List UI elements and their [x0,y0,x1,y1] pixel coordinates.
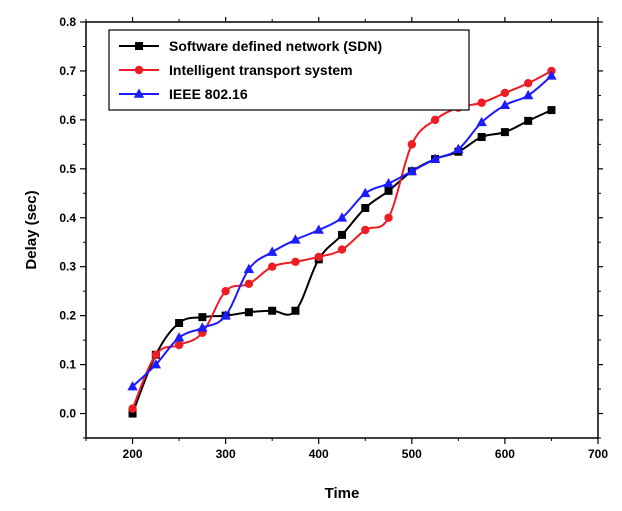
data-point-square [500,128,509,137]
series-circle [128,66,556,413]
data-point-circle [221,286,230,296]
y-tick-label: 0.5 [59,162,76,176]
data-point-square [547,106,556,115]
data-point-triangle [197,322,208,332]
y-tick-label: 0.4 [59,211,76,225]
data-point-circle [523,78,533,88]
data-point-square [384,186,393,195]
x-tick-label: 400 [309,447,329,461]
x-tick-label: 200 [123,447,143,461]
data-point-circle [337,245,347,254]
legend-label: Intelligent transport system [169,62,353,78]
legend-marker-triangle [133,88,145,98]
data-point-square [268,306,277,315]
data-point-square [244,308,253,317]
data-point-circle [128,404,137,413]
series-line-circle [131,70,552,410]
data-point-circle [477,98,486,107]
data-point-triangle [453,143,464,154]
legend-label: Software defined network (SDN) [169,38,382,54]
data-point-triangle [173,332,185,342]
data-point-circle [384,213,393,222]
data-point-square [524,116,533,125]
y-tick-label: 0.0 [59,407,76,421]
data-point-triangle [429,153,441,163]
data-point-triangle [127,381,138,391]
x-tick-label: 600 [495,447,515,461]
x-tick-label: 500 [402,447,422,461]
data-point-circle [500,88,510,98]
data-point-triangle [220,310,231,320]
legend: Software defined network (SDN) Intelligen… [108,29,470,111]
data-point-triangle [476,116,487,127]
x-tick-label: 700 [588,447,608,461]
legend-marker-square [135,42,143,50]
data-point-triangle [290,234,301,244]
series-layer [127,66,557,418]
data-point-triangle [266,246,278,256]
data-point-circle [314,252,323,262]
data-point-circle [151,350,161,359]
legend-marker-circle [134,65,144,75]
plot-frame [85,21,599,439]
series-square [128,106,556,418]
data-point-circle [267,262,277,271]
data-point-triangle [406,165,418,176]
x-tick-label: 300 [216,447,236,461]
data-point-triangle [243,263,255,273]
x-axis-title: Time [325,485,360,502]
data-point-circle [407,140,417,149]
y-tick-label: 0.7 [59,64,76,78]
y-tick-label: 0.2 [59,309,76,323]
data-point-triangle [499,99,511,109]
data-point-square [361,203,370,212]
legend-label: IEEE 802.16 [169,86,248,102]
data-point-square [198,313,207,322]
data-point-circle [430,115,440,125]
data-point-circle [244,279,254,289]
y-tick-label: 0.8 [59,15,76,29]
data-point-triangle [313,224,324,234]
y-tick-label: 0.6 [59,113,76,127]
data-point-triangle [522,89,534,100]
y-tick-label: 0.3 [59,260,76,274]
series-triangle [127,70,557,391]
data-point-triangle [150,359,162,369]
data-point-triangle [546,70,557,80]
data-point-triangle [360,187,371,198]
data-point-square [175,318,184,327]
data-point-triangle [336,212,348,222]
y-axis-title: Delay (sec) [23,190,40,269]
data-point-square [128,409,137,418]
data-point-circle [174,340,184,350]
data-point-triangle [383,178,394,188]
legend-box [108,29,470,111]
data-point-square [338,230,346,239]
data-point-square [477,133,486,142]
data-point-square [291,306,300,315]
axes: 200 300 400 500 600 700 0.0 0.1 0.2 0.3 0.4 0.5 0.6 0… [59,15,608,461]
series-line-square [131,109,552,414]
y-tick-label: 0.1 [59,358,76,372]
data-point-circle [361,225,370,235]
data-point-circle [291,257,300,267]
